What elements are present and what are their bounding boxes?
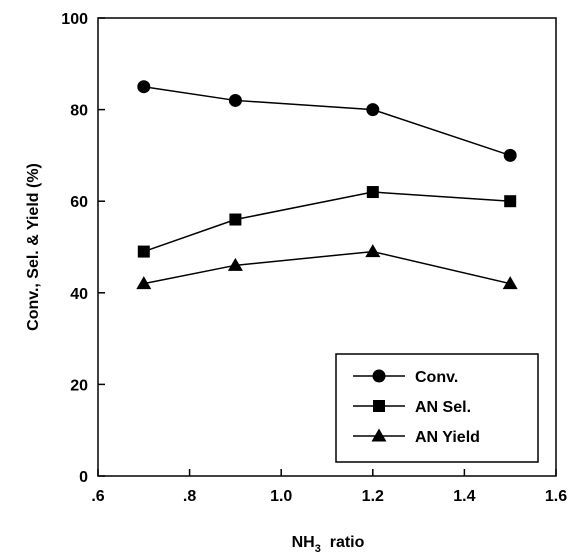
data-point-square: [229, 213, 242, 226]
data-point-circle: [366, 103, 380, 117]
axes: [97, 17, 557, 477]
legend-marker-square: [373, 400, 385, 412]
legend-label-square: AN Sel.: [415, 399, 471, 416]
y-tick-label: 60: [70, 194, 88, 211]
data-point-circle: [137, 80, 151, 94]
x-axis-title: NH3 ratio: [292, 534, 365, 553]
x-axis-title-subscript: 3: [315, 543, 321, 553]
legend-marker-triangle: [371, 428, 387, 442]
y-tick-label: 80: [70, 103, 88, 120]
legend: Conv. AN Sel. AN Yield: [335, 353, 539, 463]
x-tick-label: 1.2: [362, 488, 384, 505]
y-tick-label: 100: [61, 11, 88, 28]
legend-box: [335, 353, 539, 463]
data-series: [136, 80, 518, 290]
y-tick-label: 40: [70, 286, 88, 303]
legend-label-circle: Conv.: [415, 369, 458, 386]
data-point-square: [137, 245, 150, 258]
data-point-triangle: [365, 244, 381, 258]
y-axis-title: Conv., Sel. & Yield (%): [25, 163, 42, 331]
y-tick-label: 20: [70, 377, 88, 394]
plot-frame: [97, 17, 557, 477]
x-axis-title-main: NH: [292, 534, 315, 551]
data-point-triangle: [227, 257, 243, 271]
x-tick-label: 1.0: [270, 488, 292, 505]
data-point-circle: [228, 93, 242, 107]
x-axis-title-suffix: ratio: [321, 534, 365, 551]
series-line-triangle: [143, 250, 511, 285]
data-point-triangle: [136, 276, 152, 290]
series-line-square: [143, 191, 511, 253]
series-triangle: [136, 244, 518, 290]
series-circle: [137, 80, 517, 162]
x-tick-label: 1.4: [453, 488, 475, 505]
data-point-circle: [503, 148, 517, 162]
data-point-triangle: [502, 276, 518, 290]
legend-marker-circle: [372, 369, 386, 383]
x-tick-label: .8: [183, 488, 196, 505]
series-square: [137, 186, 517, 258]
tick-marks: 0 20 40 60 80 100 .6 .8 1.0 1.2 1.4 1.6: [61, 11, 567, 505]
series-line-circle: [143, 85, 511, 157]
x-tick-label: 1.6: [545, 488, 567, 505]
legend-label-triangle: AN Yield: [415, 429, 480, 446]
y-tick-label: 0: [79, 469, 88, 486]
data-point-square: [366, 186, 379, 199]
data-point-square: [504, 195, 517, 208]
x-tick-label: .6: [91, 488, 104, 505]
